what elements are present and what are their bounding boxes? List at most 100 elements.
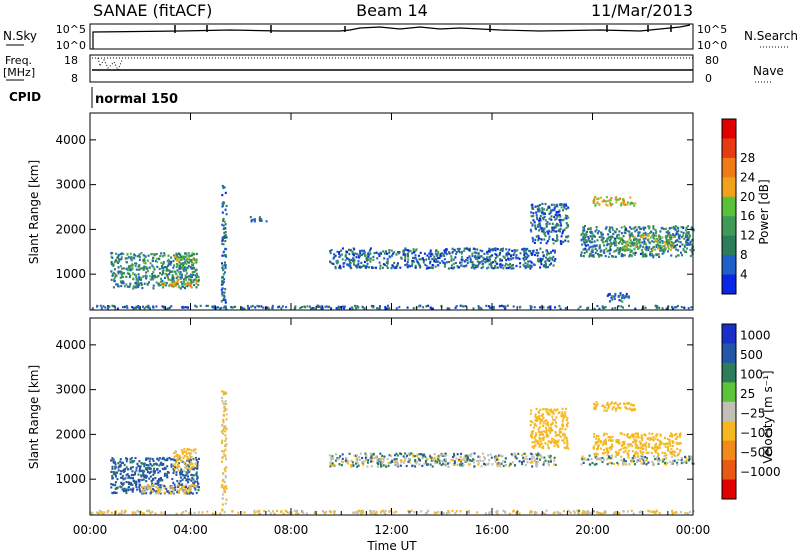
range-gate-cell <box>544 459 547 462</box>
range-gate-cell <box>598 307 601 310</box>
range-gate-cell <box>545 431 548 434</box>
range-gate-cell <box>142 259 145 262</box>
range-gate-cell <box>398 306 401 309</box>
range-gate-cell <box>305 512 308 515</box>
range-gate-cell <box>656 305 659 308</box>
range-gate-cell <box>528 458 531 461</box>
range-gate-cell <box>166 465 169 468</box>
range-gate-cell <box>174 255 177 259</box>
range-gate-cell <box>486 258 489 261</box>
range-gate-cell <box>647 239 649 242</box>
range-gate-cell <box>657 253 660 256</box>
range-gate-cell <box>509 257 512 260</box>
range-gate-cell <box>194 456 197 460</box>
range-gate-cell <box>330 458 333 461</box>
range-gate-cell <box>194 448 197 451</box>
range-gate-cell <box>638 511 641 514</box>
range-gate-cell <box>567 447 570 450</box>
range-gate-cell <box>112 264 115 267</box>
range-gate-cell <box>189 458 192 461</box>
range-gate-cell <box>539 203 541 207</box>
range-gate-cell <box>115 475 117 478</box>
range-gate-cell <box>526 253 529 256</box>
colorbar-tick-label: 100 <box>740 368 763 382</box>
range-gate-cell <box>333 255 336 259</box>
range-gate-cell <box>658 234 661 237</box>
range-gate-cell <box>412 256 414 259</box>
range-gate-cell <box>386 252 389 255</box>
range-gate-cell <box>529 424 532 427</box>
range-gate-cell <box>145 463 148 467</box>
range-gate-cell <box>163 484 165 487</box>
range-gate-cell <box>439 511 442 514</box>
range-gate-cell <box>609 235 612 238</box>
range-gate-cell <box>159 470 161 473</box>
range-gate-cell <box>363 253 366 256</box>
range-gate-cell <box>550 427 553 430</box>
range-gate-cell <box>661 460 664 463</box>
range-gate-cell <box>625 463 628 466</box>
range-gate-cell <box>618 252 621 255</box>
range-gate-cell <box>234 305 237 308</box>
range-gate-cell <box>632 441 634 444</box>
range-gate-cell <box>632 227 635 230</box>
range-gate-cell <box>539 219 542 222</box>
range-gate-cell <box>539 217 541 220</box>
range-gate-cell <box>171 270 174 273</box>
range-gate-cell <box>221 194 224 197</box>
range-gate-cell <box>601 443 604 446</box>
range-gate-cell <box>617 451 620 454</box>
range-gate-cell <box>447 510 450 513</box>
range-gate-cell <box>389 461 392 464</box>
range-gate-cell <box>126 306 129 309</box>
range-gate-cell <box>190 479 193 482</box>
range-gate-cell <box>136 255 139 258</box>
range-gate-cell <box>477 255 480 258</box>
range-gate-cell <box>583 252 586 255</box>
range-gate-cell <box>549 307 552 310</box>
range-gate-cell <box>508 512 511 515</box>
range-gate-cell <box>301 510 304 513</box>
range-gate-cell <box>186 306 189 309</box>
range-gate-cell <box>155 281 158 284</box>
range-gate-cell <box>100 307 103 310</box>
range-gate-cell <box>616 246 619 250</box>
range-gate-cell <box>221 266 224 270</box>
range-gate-cell <box>445 248 448 251</box>
range-gate-cell <box>173 254 175 257</box>
range-gate-cell <box>492 305 495 309</box>
range-gate-cell <box>558 434 561 437</box>
range-gate-cell <box>614 237 616 240</box>
range-gate-cell <box>134 262 137 265</box>
range-gate-cell <box>615 198 618 201</box>
range-gate-cell <box>169 458 172 461</box>
range-gate-cell <box>671 451 673 454</box>
range-gate-cell <box>462 463 465 467</box>
range-gate-cell <box>224 240 227 243</box>
range-gate-cell <box>564 434 567 437</box>
range-gate-cell <box>162 271 165 274</box>
range-gate-cell <box>634 456 637 459</box>
range-gate-cell <box>515 511 518 514</box>
range-gate-cell <box>606 237 609 240</box>
range-gate-cell <box>349 307 351 310</box>
range-gate-cell <box>243 307 246 310</box>
range-gate-cell <box>223 511 226 514</box>
range-gate-cell <box>197 283 200 287</box>
range-gate-cell <box>566 442 569 445</box>
range-gate-cell <box>684 455 686 458</box>
range-gate-cell <box>458 266 461 269</box>
range-gate-cell <box>669 234 672 237</box>
range-gate-cell <box>186 472 189 475</box>
range-gate-cell <box>637 239 640 242</box>
range-gate-cell <box>190 254 193 257</box>
range-gate-cell <box>642 232 645 235</box>
range-gate-cell <box>553 408 556 411</box>
range-gate-cell <box>369 452 372 455</box>
nsky-frame <box>89 23 694 50</box>
range-gate-cell <box>222 472 225 475</box>
range-gate-cell <box>350 465 353 468</box>
range-gate-cell <box>188 478 191 481</box>
range-gate-cell <box>598 512 601 515</box>
range-gate-cell <box>361 305 364 308</box>
